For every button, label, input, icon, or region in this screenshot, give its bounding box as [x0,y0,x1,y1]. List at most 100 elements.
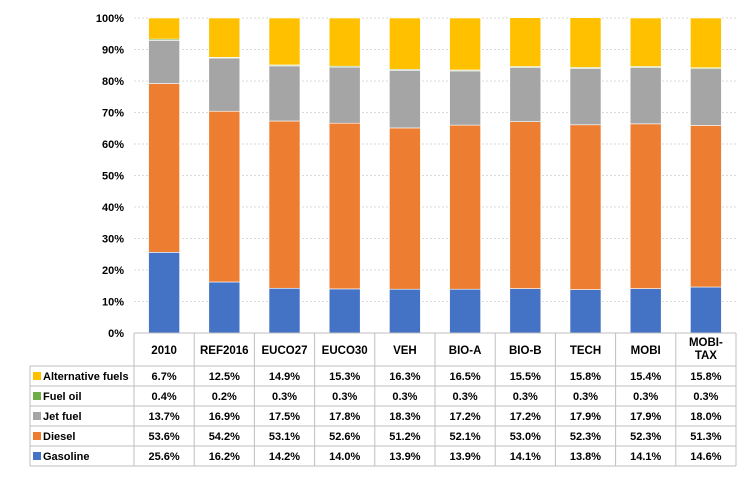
legend-key-jet-fuel [33,412,41,420]
bar-segment-diesel [389,127,421,290]
data-label: 51.2% [389,431,420,443]
category-label: BIO-B [509,345,542,357]
data-label: 16.5% [449,371,480,383]
category-label: EUCO27 [261,345,307,357]
category-label: MOBI-TAX [689,337,723,362]
data-label: 14.9% [269,371,300,383]
legend-label: Jet fuel [43,411,82,423]
y-tick-label: 0% [108,328,124,340]
bar-segment-diesel [629,123,662,289]
data-label: 52.3% [630,431,661,443]
legend-key-diesel [33,432,41,440]
data-label: 16.9% [209,411,240,423]
bar-segment-gasoline [690,286,722,334]
bar-segment-jet-fuel [569,68,602,126]
y-tick-label: 80% [102,76,124,88]
data-label: 18.0% [690,411,721,423]
y-tick-label: 100% [96,13,124,25]
data-label: 17.9% [570,411,601,423]
bar-segment-diesel [449,124,481,290]
data-label: 15.5% [510,371,541,383]
data-label: 16.2% [209,451,240,463]
data-label: 0.3% [453,391,478,403]
data-label: 15.8% [570,371,601,383]
data-label: 13.9% [449,451,480,463]
bar-segment-diesel [690,125,722,288]
data-label: 6.7% [152,371,177,383]
legend-key-alternative-fuels [33,372,41,380]
data-label: 53.6% [148,431,179,443]
category-label: 2010 [151,345,177,357]
y-tick-label: 10% [102,297,124,309]
bar-segment-alternative-fuels [509,17,542,67]
data-label: 13.9% [389,451,420,463]
legend-label: Diesel [43,431,75,443]
data-label: 17.5% [269,411,300,423]
y-tick-label: 60% [102,139,124,151]
legend-label: Gasoline [43,451,89,463]
bar-segment-jet-fuel [690,68,722,126]
bar-segment-alternative-fuels [208,17,241,58]
data-label: 0.3% [693,391,718,403]
data-label: 54.2% [209,431,240,443]
data-label: 14.2% [269,451,300,463]
data-label: 0.3% [392,391,417,403]
bar-segment-jet-fuel [328,66,361,124]
y-tick-label: 70% [102,108,124,120]
bar-segment-diesel [509,121,542,289]
data-label: 0.4% [152,391,177,403]
data-label: 13.8% [570,451,601,463]
bar-segment-jet-fuel [389,69,421,129]
bar-segment-diesel [208,110,241,283]
y-tick-label: 40% [102,202,124,214]
data-label: 14.1% [630,451,661,463]
data-label: 0.2% [212,391,237,403]
y-tick-label: 30% [102,234,124,246]
legend-label: Fuel oil [43,391,82,403]
bar-segment-gasoline [509,288,542,334]
bar-segment-jet-fuel [148,40,180,84]
data-label: 15.3% [329,371,360,383]
bar-segment-diesel [328,122,361,290]
category-label: EUCO30 [322,345,368,357]
bar-segment-gasoline [208,281,241,334]
data-label: 17.9% [630,411,661,423]
category-label: REF2016 [200,345,249,357]
data-label: 0.3% [573,391,598,403]
bar-segment-jet-fuel [268,65,301,122]
data-label: 0.3% [513,391,538,403]
data-label: 0.3% [332,391,357,403]
bar-segment-alternative-fuels [328,17,361,67]
bar-segment-alternative-fuels [569,17,602,68]
bar-segment-alternative-fuels [690,17,722,69]
bar-segment-diesel [268,120,301,289]
data-label: 17.8% [329,411,360,423]
category-label: MOBI [631,345,661,357]
category-label: BIO-A [449,345,482,357]
data-label: 15.8% [690,371,721,383]
data-label: 25.6% [148,451,179,463]
bar-segment-jet-fuel [509,67,542,122]
data-label: 53.1% [269,431,300,443]
bar-segment-diesel [569,124,602,290]
data-label: 13.7% [148,411,179,423]
data-label: 18.3% [389,411,420,423]
bar-segment-diesel [148,83,180,253]
data-label: 52.1% [449,431,480,443]
data-label: 0.3% [272,391,297,403]
y-tick-label: 50% [102,171,124,183]
bar-segment-alternative-fuels [389,17,421,70]
bar-segment-gasoline [449,288,481,334]
category-label: TECH [570,345,601,357]
data-label: 17.2% [449,411,480,423]
data-label: 52.3% [570,431,601,443]
data-label: 0.3% [633,391,658,403]
bar-segment-gasoline [569,289,602,334]
bar-segment-alternative-fuels [148,17,180,40]
data-label: 17.2% [510,411,541,423]
data-label: 53.0% [510,431,541,443]
data-label: 12.5% [209,371,240,383]
bar-segment-jet-fuel [629,67,662,125]
bar-segment-jet-fuel [208,57,241,112]
